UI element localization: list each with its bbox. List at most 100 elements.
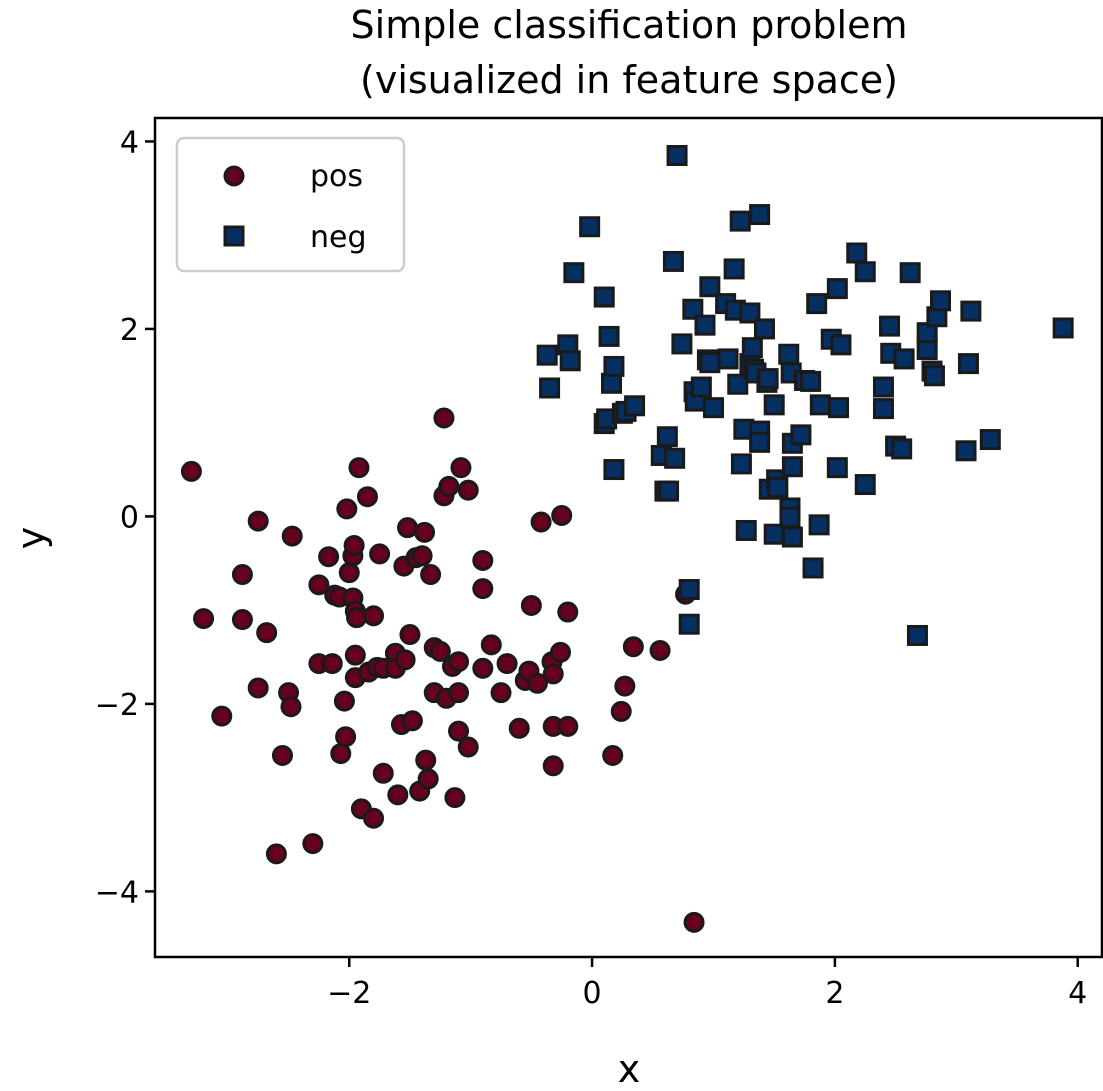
data-point-neg	[916, 339, 938, 361]
data-point-pos	[348, 457, 370, 479]
data-point-pos	[551, 504, 573, 526]
data-point-neg	[930, 290, 952, 312]
data-point-pos	[557, 715, 579, 737]
data-point-neg	[735, 519, 757, 541]
data-point-neg	[790, 424, 812, 446]
data-point-pos	[614, 675, 636, 697]
data-points	[180, 144, 1074, 933]
data-point-neg	[826, 278, 848, 300]
data-point-pos	[542, 663, 564, 685]
data-point-pos	[330, 743, 352, 765]
data-point-pos	[490, 682, 512, 704]
data-point-pos	[401, 710, 423, 732]
data-point-pos	[265, 843, 287, 865]
data-point-neg	[872, 376, 894, 398]
legend-marker-pos	[223, 165, 245, 187]
data-point-pos	[411, 545, 433, 567]
y-tick-label: 2	[120, 313, 139, 348]
data-point-neg	[682, 298, 704, 320]
data-point-pos	[211, 705, 233, 727]
y-tick-label: −2	[95, 688, 139, 723]
data-point-neg	[671, 333, 693, 355]
data-point-pos	[281, 525, 303, 547]
data-point-pos	[180, 460, 202, 482]
data-point-neg	[879, 315, 901, 337]
data-point-neg	[828, 397, 850, 419]
data-point-pos	[448, 720, 470, 742]
data-point-pos	[448, 682, 470, 704]
data-point-pos	[397, 517, 419, 539]
data-point-neg	[601, 372, 623, 394]
data-point-pos	[472, 549, 494, 571]
legend-marker-neg	[223, 225, 245, 247]
data-point-neg	[830, 334, 852, 356]
data-point-pos	[280, 696, 302, 718]
data-point-pos	[557, 601, 579, 623]
data-point-neg	[702, 397, 724, 419]
chart-title-line1: Simple classification problem	[351, 3, 908, 47]
data-point-pos	[369, 543, 391, 565]
data-point-pos	[542, 755, 564, 777]
data-point-neg	[559, 350, 581, 372]
data-point-neg	[893, 348, 915, 370]
data-point-neg	[723, 258, 745, 280]
data-point-pos	[256, 622, 278, 644]
data-point-neg	[699, 352, 721, 374]
data-point-neg	[664, 447, 686, 469]
data-point-pos	[333, 690, 355, 712]
x-tick-label: 0	[583, 976, 602, 1011]
data-point-neg	[749, 431, 771, 453]
data-point-pos	[438, 475, 460, 497]
data-point-neg	[955, 440, 977, 462]
legend-label-neg: neg	[310, 220, 367, 255]
data-point-pos	[231, 609, 253, 631]
data-point-pos	[372, 762, 394, 784]
data-point-pos	[480, 634, 502, 656]
data-point-pos	[457, 479, 479, 501]
data-point-neg	[656, 426, 678, 448]
data-point-neg	[899, 262, 921, 284]
data-point-neg	[598, 325, 620, 347]
data-point-neg	[603, 459, 625, 481]
data-point-pos	[526, 672, 548, 694]
data-point-neg	[808, 514, 830, 536]
data-point-pos	[450, 457, 472, 479]
data-point-neg	[778, 343, 800, 365]
data-point-neg	[694, 314, 716, 336]
data-point-neg	[658, 480, 680, 502]
data-point-pos	[496, 653, 518, 675]
data-point-neg	[666, 144, 688, 166]
data-point-pos	[683, 911, 705, 933]
data-point-pos	[387, 784, 409, 806]
data-point-neg	[767, 476, 789, 498]
data-point-neg	[763, 394, 785, 416]
data-point-pos	[346, 607, 368, 629]
data-point-neg	[781, 456, 803, 478]
data-point-neg	[678, 579, 700, 601]
data-point-neg	[690, 376, 712, 398]
data-point-pos	[508, 717, 530, 739]
data-point-pos	[433, 407, 455, 429]
data-point-neg	[763, 523, 785, 545]
data-point-pos	[336, 498, 358, 520]
data-point-neg	[662, 250, 684, 272]
data-point-neg	[729, 210, 751, 232]
data-point-neg	[741, 337, 763, 359]
data-point-neg	[781, 526, 803, 548]
data-point-pos	[338, 562, 360, 584]
data-point-neg	[717, 348, 739, 370]
data-point-neg	[800, 370, 822, 392]
data-point-neg	[779, 506, 801, 528]
x-tick-label: 4	[1068, 976, 1087, 1011]
data-point-neg	[539, 377, 561, 399]
data-point-neg	[979, 429, 1001, 451]
x-tick-label: 2	[825, 976, 844, 1011]
data-point-pos	[343, 534, 365, 556]
data-point-neg	[872, 398, 894, 420]
data-point-pos	[394, 649, 416, 671]
data-point-pos	[308, 574, 330, 596]
data-point-pos	[457, 736, 479, 758]
legend-box	[175, 136, 406, 273]
data-point-pos	[472, 657, 494, 679]
